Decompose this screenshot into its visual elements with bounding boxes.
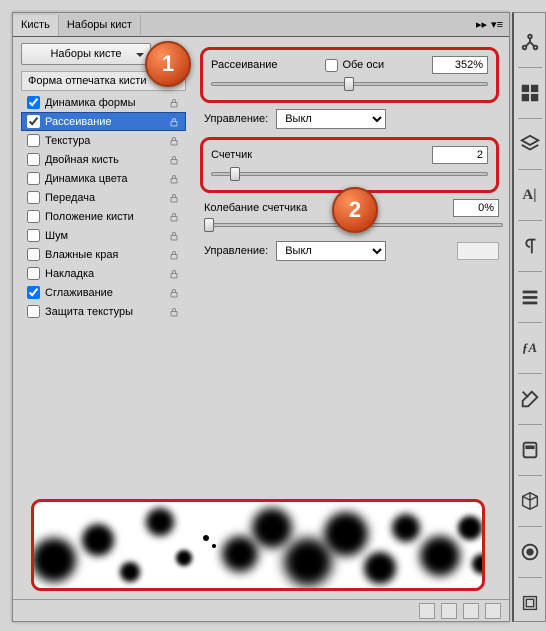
callout-1: 1: [145, 41, 191, 87]
option-row-8[interactable]: Влажные края: [21, 245, 186, 264]
option-label: Динамика цвета: [45, 173, 128, 185]
lock-icon[interactable]: [168, 249, 180, 261]
paragraph-icon[interactable]: [519, 235, 541, 257]
lock-icon[interactable]: [168, 268, 180, 280]
channels-icon[interactable]: [519, 541, 541, 563]
menu-icon: ▾≡: [491, 18, 503, 31]
option-label: Влажные края: [45, 249, 118, 261]
layers-icon[interactable]: [519, 133, 541, 155]
option-label: Накладка: [45, 268, 94, 280]
count-group: Счетчик: [200, 137, 499, 193]
right-toolbar: A| ƒА: [512, 12, 546, 622]
character-icon[interactable]: A|: [519, 184, 541, 206]
option-checkbox[interactable]: [27, 191, 40, 204]
count-slider[interactable]: [211, 168, 488, 182]
preset-picker-icon[interactable]: [419, 603, 435, 619]
doc-icon[interactable]: [441, 603, 457, 619]
option-label: Рассеивание: [45, 116, 112, 128]
count-label: Счетчик: [211, 149, 252, 161]
option-label: Передача: [45, 192, 95, 204]
lock-icon[interactable]: [168, 173, 180, 185]
option-checkbox[interactable]: [27, 305, 40, 318]
option-label: Положение кисти: [45, 211, 134, 223]
scatter-value[interactable]: [432, 56, 488, 74]
panel-menu[interactable]: ▸▸ ▾≡: [470, 18, 509, 31]
jitter-label: Колебание счетчика: [204, 202, 307, 214]
lock-icon[interactable]: [168, 116, 180, 128]
option-row-9[interactable]: Накладка: [21, 264, 186, 283]
option-checkbox[interactable]: [27, 134, 40, 147]
callout-2: 2: [332, 187, 378, 233]
lock-icon[interactable]: [168, 287, 180, 299]
jitter-control-select[interactable]: Выкл: [276, 241, 386, 261]
option-row-3[interactable]: Двойная кисть: [21, 150, 186, 169]
option-checkbox[interactable]: [27, 115, 40, 128]
expand-icon: ▸▸: [476, 18, 487, 31]
option-label: Двойная кисть: [45, 154, 119, 166]
scatter-label: Рассеивание: [211, 59, 278, 71]
jitter-swatch: [457, 242, 499, 260]
option-row-6[interactable]: Положение кисти: [21, 207, 186, 226]
lock-icon[interactable]: [168, 306, 180, 318]
option-label: Шум: [45, 230, 68, 242]
option-row-10[interactable]: Сглаживание: [21, 283, 186, 302]
brush-panel: Кисть Наборы кист ▸▸ ▾≡ Наборы кисте Фор…: [12, 12, 510, 622]
paths-icon[interactable]: [519, 592, 541, 614]
both-axes-checkbox[interactable]: Обе оси: [325, 59, 384, 72]
scatter-control-label: Управление:: [204, 113, 268, 125]
option-row-11[interactable]: Защита текстуры: [21, 302, 186, 321]
new-icon[interactable]: [463, 603, 479, 619]
both-axes-input[interactable]: [325, 59, 338, 72]
swatches-icon[interactable]: [519, 82, 541, 104]
option-checkbox[interactable]: [27, 172, 40, 185]
lock-icon[interactable]: [168, 192, 180, 204]
trash-icon[interactable]: [485, 603, 501, 619]
option-checkbox[interactable]: [27, 267, 40, 280]
bottom-bar: [13, 599, 509, 621]
styles-icon[interactable]: ƒА: [519, 337, 541, 359]
option-row-7[interactable]: Шум: [21, 226, 186, 245]
history-icon[interactable]: [519, 439, 541, 461]
option-checkbox[interactable]: [27, 210, 40, 223]
option-label: Защита текстуры: [45, 306, 133, 318]
option-row-5[interactable]: Передача: [21, 188, 186, 207]
lock-icon[interactable]: [168, 230, 180, 242]
both-axes-label: Обе оси: [342, 59, 384, 71]
right-column: Рассеивание Обе оси Управление:: [192, 37, 509, 327]
option-checkbox[interactable]: [27, 96, 40, 109]
tab-presets[interactable]: Наборы кист: [59, 15, 141, 35]
scatter-group: Рассеивание Обе оси: [200, 47, 499, 103]
option-row-1[interactable]: Рассеивание: [21, 112, 186, 131]
presets-dropdown[interactable]: Наборы кисте: [21, 43, 151, 65]
option-row-4[interactable]: Динамика цвета: [21, 169, 186, 188]
option-row-2[interactable]: Текстура: [21, 131, 186, 150]
adjustments-icon[interactable]: [519, 286, 541, 308]
option-row-0[interactable]: Динамика формы: [21, 93, 186, 112]
scatter-control-select[interactable]: Выкл: [276, 109, 386, 129]
scatter-slider[interactable]: [211, 78, 488, 92]
option-checkbox[interactable]: [27, 153, 40, 166]
option-checkbox[interactable]: [27, 248, 40, 261]
jitter-control-label: Управление:: [204, 245, 268, 257]
option-label: Текстура: [45, 135, 90, 147]
tab-bar: Кисть Наборы кист ▸▸ ▾≡: [13, 13, 509, 37]
jitter-value[interactable]: [453, 199, 499, 217]
option-label: Динамика формы: [45, 97, 135, 109]
brush-settings-icon[interactable]: [519, 31, 541, 53]
tools-icon[interactable]: [519, 388, 541, 410]
brush-preview: [31, 499, 485, 591]
count-value[interactable]: [432, 146, 488, 164]
lock-icon[interactable]: [168, 211, 180, 223]
lock-icon[interactable]: [168, 135, 180, 147]
tab-brush[interactable]: Кисть: [13, 15, 59, 36]
option-checkbox[interactable]: [27, 286, 40, 299]
option-checkbox[interactable]: [27, 229, 40, 242]
lock-icon[interactable]: [168, 97, 180, 109]
3d-icon[interactable]: [519, 490, 541, 512]
option-label: Сглаживание: [45, 287, 113, 299]
lock-icon[interactable]: [168, 154, 180, 166]
